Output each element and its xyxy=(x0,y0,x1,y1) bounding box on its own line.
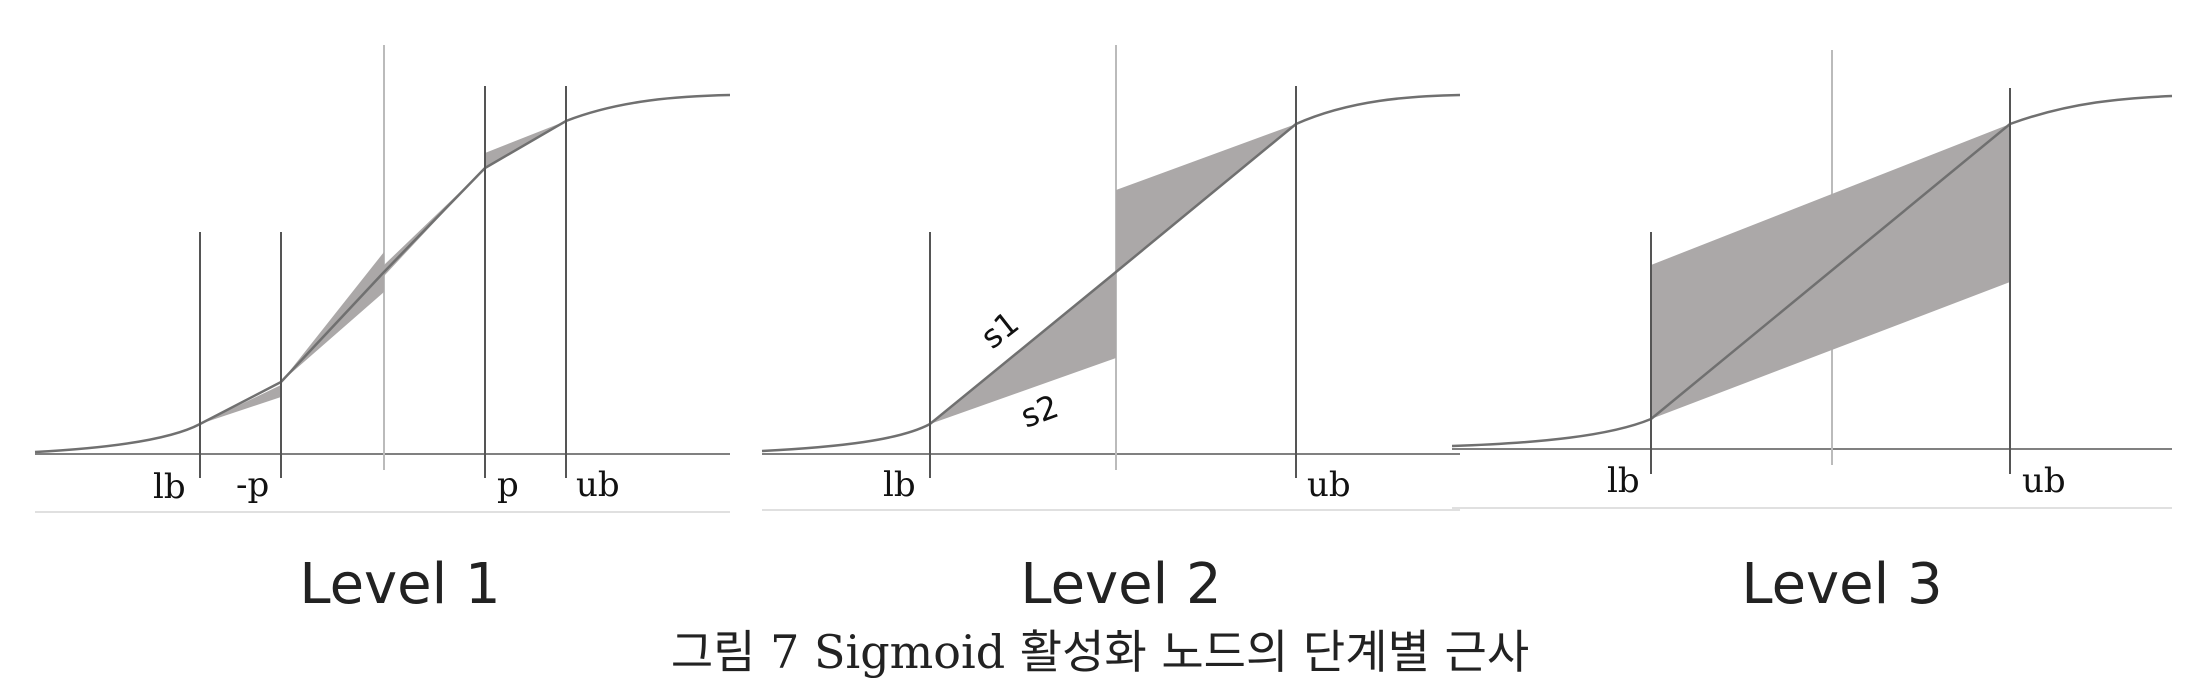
level-title: Level 1 xyxy=(299,552,500,617)
panel-level-1: lb -p p ub Level 1 xyxy=(34,45,731,617)
sigmoid-curve xyxy=(34,93,731,454)
lb-label: lb xyxy=(153,467,186,507)
level-title: Level 2 xyxy=(1020,552,1221,617)
lb-label: lb xyxy=(1607,461,1640,501)
ub-label: ub xyxy=(1307,465,1351,505)
panel-level-3: lb ub Level 3 xyxy=(1451,50,2173,617)
figure-caption: 그림 7 Sigmoid 활성화 노드의 단계별 근사 xyxy=(671,625,1529,679)
p-label: p xyxy=(497,465,519,505)
neg-p-label: -p xyxy=(236,465,269,505)
panel-level-2: s1 s2 lb ub Level 2 xyxy=(761,45,1461,617)
s2-label: s2 xyxy=(1016,387,1064,435)
sigmoid-curve xyxy=(761,93,1461,453)
lb-label: lb xyxy=(883,465,916,505)
ub-label: ub xyxy=(576,465,620,505)
approximation-region-2 xyxy=(281,252,384,382)
s1-label: s1 xyxy=(974,304,1027,357)
level-title: Level 3 xyxy=(1741,552,1942,617)
ub-label: ub xyxy=(2022,461,2066,501)
